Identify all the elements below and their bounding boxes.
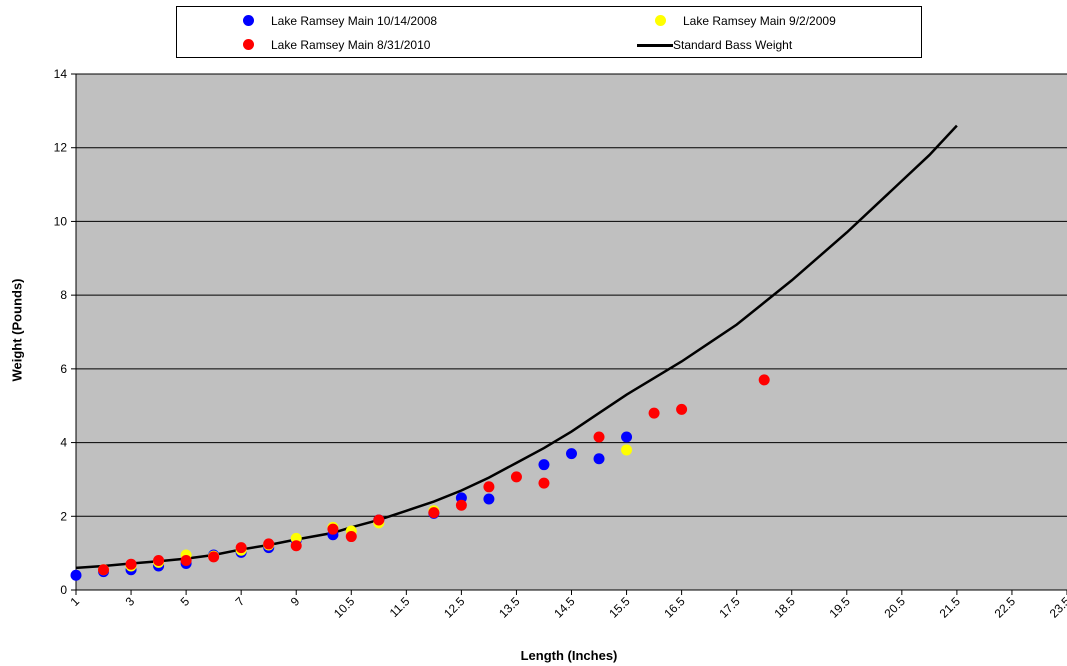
- legend-label: Standard Bass Weight: [673, 38, 793, 52]
- x-tick-label: 13.5: [496, 594, 523, 621]
- legend-label: Lake Ramsey Main 8/31/2010: [271, 38, 431, 52]
- y-tick-label: 6: [60, 362, 67, 376]
- plot-area: [76, 74, 1067, 590]
- x-tick-label: 1: [67, 594, 82, 609]
- data-point-series-3: [98, 564, 110, 576]
- legend-marker: [243, 39, 254, 50]
- legend-line: [637, 44, 673, 47]
- legend-label: Lake Ramsey Main 9/2/2009: [683, 14, 836, 28]
- data-point-series-2: [621, 444, 633, 456]
- data-point-series-3: [455, 499, 467, 511]
- data-point-series-3: [208, 551, 220, 563]
- data-point-series-3: [327, 523, 339, 535]
- x-tick-label: 7: [233, 594, 248, 609]
- x-tick-label: 18.5: [771, 594, 798, 621]
- x-tick-label: 14.5: [551, 594, 578, 621]
- data-point-series-1: [566, 448, 577, 460]
- data-point-series-3: [593, 431, 605, 443]
- data-point-series-1: [593, 453, 605, 465]
- x-tick-label: 15.5: [606, 594, 633, 621]
- data-point-series-1: [70, 569, 82, 581]
- x-tick-label: 16.5: [661, 594, 688, 621]
- y-tick-label: 4: [60, 436, 67, 450]
- y-tick-label: 0: [60, 583, 67, 597]
- y-tick-label: 2: [60, 509, 67, 523]
- data-point-series-3: [345, 531, 357, 543]
- x-tick-label: 10.5: [331, 594, 358, 621]
- data-point-series-3: [428, 507, 440, 519]
- x-tick-label: 3: [123, 594, 138, 609]
- data-point-series-1: [538, 459, 550, 471]
- data-point-series-3: [510, 471, 522, 483]
- x-tick-label: 17.5: [716, 594, 743, 621]
- x-tick-label: 11.5: [387, 594, 413, 620]
- data-point-series-3: [648, 407, 660, 419]
- data-point-series-1: [621, 431, 633, 443]
- y-tick-label: 8: [60, 288, 67, 302]
- x-tick-label: 12.5: [441, 594, 468, 621]
- y-tick-label: 10: [54, 214, 68, 228]
- data-point-series-3: [483, 481, 495, 493]
- y-axis-label: Weight (Pounds): [9, 278, 25, 382]
- data-point-series-3: [758, 374, 770, 386]
- x-tick-label: 22.5: [992, 594, 1019, 621]
- data-point-series-3: [373, 514, 385, 526]
- legend-marker: [243, 15, 254, 26]
- y-tick-label: 12: [54, 141, 68, 155]
- y-tick-label: 14: [54, 67, 68, 81]
- x-tick-label: 20.5: [882, 594, 909, 621]
- x-tick-label: 21.5: [937, 594, 964, 621]
- data-point-series-3: [538, 477, 550, 489]
- data-point-series-3: [290, 540, 302, 552]
- data-point-series-3: [153, 555, 165, 567]
- x-tick-label: 19.5: [826, 594, 853, 621]
- x-tick-label: 9: [288, 594, 303, 609]
- data-point-series-3: [235, 542, 247, 554]
- data-point-series-3: [263, 538, 275, 550]
- x-tick-label: 23.5: [1047, 594, 1067, 621]
- data-point-series-3: [125, 558, 137, 570]
- data-point-series-3: [676, 403, 688, 415]
- x-axis-label: Length (Inches): [520, 648, 618, 663]
- chart-legend: Lake Ramsey Main 10/14/2008 Lake Ramsey M…: [176, 6, 922, 58]
- data-point-series-3: [180, 555, 192, 567]
- data-point-series-1: [483, 493, 495, 505]
- series-line-standard-bass-weight: [75, 124, 958, 570]
- legend-label: Lake Ramsey Main 10/14/2008: [271, 14, 438, 28]
- x-tick-label: 5: [178, 594, 193, 609]
- legend-marker: [655, 15, 666, 26]
